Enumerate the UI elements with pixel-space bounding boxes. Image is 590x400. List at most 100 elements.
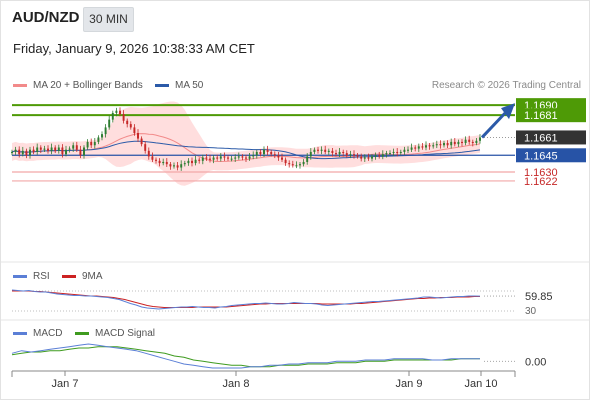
- macd-line: [11, 343, 480, 369]
- candle-body: [399, 151, 402, 154]
- macd-signal-swatch: [75, 332, 89, 335]
- candle-body: [435, 144, 438, 146]
- candle-body: [457, 141, 460, 145]
- candle-body: [252, 155, 255, 157]
- candle-body: [471, 141, 474, 144]
- candle-body: [284, 159, 287, 164]
- candle-body: [468, 139, 471, 142]
- candle-body: [18, 149, 21, 155]
- candle-body: [122, 114, 125, 121]
- candle-body: [165, 161, 168, 165]
- legend-rsi-label: RSI: [33, 271, 50, 282]
- candle-body: [331, 150, 334, 154]
- candle-body: [39, 147, 42, 150]
- candle-body: [381, 154, 384, 157]
- legend-9ma-label: 9MA: [82, 271, 103, 282]
- candle-body: [410, 147, 413, 150]
- legend-macd: MACD: [13, 328, 62, 339]
- candle-body: [162, 161, 165, 164]
- candle-body: [223, 156, 226, 158]
- candle-body: [90, 141, 93, 146]
- candle-body: [191, 160, 193, 164]
- candle-body: [461, 141, 463, 144]
- candle-body: [446, 143, 449, 146]
- candle-body: [317, 149, 319, 151]
- candle-body: [230, 158, 233, 160]
- candle-body: [414, 147, 417, 149]
- resistance-label-2-bg: [516, 108, 586, 123]
- candle-body: [367, 157, 370, 159]
- candle-body: [140, 138, 143, 145]
- candle-body: [72, 145, 75, 149]
- candle-body: [241, 156, 244, 158]
- candle-body: [302, 161, 305, 165]
- candle-body: [183, 163, 186, 165]
- candle-body: [392, 151, 395, 154]
- candle-body: [288, 163, 291, 165]
- candle-body: [259, 151, 262, 155]
- candle-body: [299, 164, 301, 166]
- candle-body: [439, 144, 442, 146]
- candle-body: [86, 141, 89, 148]
- pivot-label: 1.1645: [524, 150, 558, 162]
- candle-body: [21, 150, 24, 155]
- candle-body: [306, 156, 309, 162]
- candle-body: [475, 140, 478, 144]
- rsi-tick-30: 30: [525, 306, 537, 317]
- candle-body: [360, 156, 363, 159]
- candle-body: [443, 143, 445, 146]
- candle-body: [345, 153, 348, 156]
- macd-last-label: 0.00: [525, 356, 546, 368]
- candle-body: [378, 155, 381, 157]
- candle-body: [407, 149, 409, 151]
- candle-body: [79, 149, 82, 156]
- candle-body: [119, 110, 121, 115]
- candle-body: [209, 158, 211, 160]
- candle-body: [273, 154, 276, 156]
- candle-body: [173, 165, 175, 167]
- candle-body: [349, 154, 352, 156]
- macd-signal-line: [11, 346, 480, 368]
- candle-body: [335, 153, 337, 155]
- ma9-swatch: [62, 275, 76, 278]
- candle-body: [263, 149, 265, 155]
- symbol-title: AUD/NZD: [12, 9, 80, 26]
- candle-body: [144, 144, 147, 151]
- candle-body: [327, 150, 330, 152]
- pivot-label-bg: [516, 148, 586, 163]
- candle-body: [61, 147, 64, 155]
- candle-body: [374, 155, 377, 157]
- rsi-swatch: [13, 275, 27, 278]
- candle-body: [248, 156, 251, 159]
- candle-body: [432, 145, 435, 147]
- ma20-swatch: [13, 84, 27, 87]
- candle-body: [403, 149, 406, 152]
- candle-body: [11, 151, 13, 154]
- candle-body: [57, 147, 60, 151]
- candle-body: [234, 157, 237, 159]
- candle-body: [115, 110, 118, 113]
- bollinger-band: [12, 101, 480, 186]
- candle-body: [111, 112, 114, 120]
- candle-body: [342, 151, 345, 154]
- candle-body: [129, 124, 132, 128]
- candle-body: [14, 149, 17, 152]
- timeframe-button[interactable]: 30 MIN: [83, 7, 134, 32]
- legend-ma50: MA 50: [155, 80, 203, 91]
- legend-ma20-label: MA 20 + Bollinger Bands: [33, 80, 143, 91]
- candle-body: [155, 159, 157, 161]
- candle-body: [313, 149, 316, 152]
- candle-body: [425, 145, 427, 148]
- candle-body: [338, 151, 341, 155]
- candle-body: [97, 137, 100, 142]
- candle-body: [219, 156, 222, 159]
- candle-body: [43, 148, 46, 150]
- candle-body: [353, 154, 355, 156]
- candle-body: [137, 133, 139, 139]
- macd-panel: 0.00: [11, 343, 546, 369]
- candle-body: [255, 151, 258, 156]
- candle-body: [450, 141, 453, 146]
- candle-body: [169, 164, 172, 167]
